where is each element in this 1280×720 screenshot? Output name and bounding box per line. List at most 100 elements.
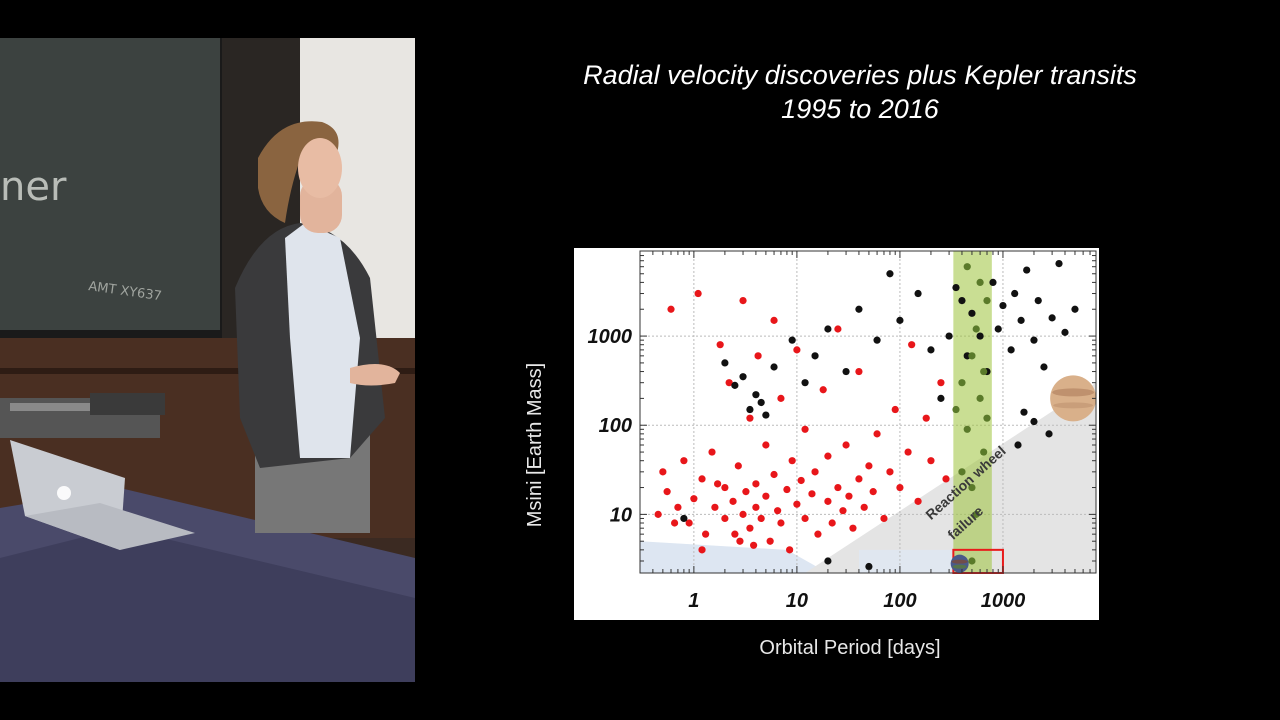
data-point: [845, 492, 853, 500]
data-point: [869, 488, 877, 496]
planet-body: [1050, 375, 1097, 422]
data-point: [757, 514, 765, 523]
slide-title-line-1: Radial velocity discoveries plus Kepler …: [583, 60, 1137, 90]
data-point: [801, 425, 809, 433]
plot-border: [639, 250, 1097, 574]
data-point: [1040, 363, 1048, 371]
y-axis-label: Msini [Earth Mass]: [524, 362, 546, 528]
data-point: [828, 519, 836, 527]
chalkboard: [0, 38, 220, 330]
data-point: [752, 480, 760, 488]
data-point: [886, 270, 894, 278]
data-point: [770, 363, 778, 371]
data-point: [834, 483, 842, 492]
data-point: [1017, 316, 1025, 324]
apple-logo-icon: [57, 486, 71, 500]
data-point: [880, 514, 888, 523]
data-point: [711, 503, 719, 511]
x-axis-label: Orbital Period [days]: [759, 637, 941, 659]
data-point: [801, 514, 809, 523]
data-point: [746, 405, 754, 414]
chalkboard-text: ner: [0, 164, 67, 210]
planet-band: [951, 559, 968, 564]
data-point: [855, 475, 863, 483]
planet-band: [1053, 402, 1094, 409]
data-point: [680, 457, 688, 465]
data-point: [824, 557, 832, 565]
data-point: [731, 381, 739, 389]
data-point: [685, 519, 693, 527]
data-point: [824, 325, 832, 333]
data-point: [786, 546, 794, 554]
kepler-region-lower: [858, 549, 954, 573]
data-point: [762, 441, 770, 449]
data-point: [762, 411, 770, 419]
data-point: [976, 394, 984, 402]
data-point: [1014, 441, 1022, 449]
data-point: [952, 283, 960, 292]
data-point: [1030, 417, 1038, 426]
data-point: [963, 263, 971, 271]
data-point: [1048, 314, 1056, 322]
data-point: [1007, 346, 1015, 354]
data-point: [976, 332, 984, 340]
earth-icon: [950, 554, 969, 573]
data-point: [734, 462, 742, 470]
data-point: [1030, 336, 1038, 344]
data-point: [976, 278, 984, 286]
data-point: [680, 514, 688, 523]
data-point: [742, 488, 750, 496]
data-point: [922, 414, 930, 422]
y-tick-label: 1000: [588, 326, 633, 348]
data-point: [739, 296, 747, 305]
data-point: [774, 507, 782, 515]
data-point: [721, 514, 729, 523]
data-point: [674, 503, 682, 511]
data-point: [797, 476, 805, 485]
data-point: [746, 524, 754, 532]
data-point: [849, 524, 857, 532]
data-point: [716, 341, 724, 349]
data-point: [891, 405, 899, 414]
data-point: [1071, 305, 1079, 313]
data-point: [942, 475, 950, 483]
data-point: [694, 289, 702, 298]
data-point: [927, 457, 935, 465]
x-tick-label: 10: [786, 590, 808, 612]
lecturer: [235, 121, 400, 533]
data-point: [914, 497, 922, 505]
data-point: [814, 530, 822, 538]
data-point: [752, 503, 760, 511]
data-point: [968, 557, 976, 565]
data-point: [698, 546, 706, 554]
data-point: [886, 468, 894, 476]
data-point: [783, 485, 791, 494]
data-point: [811, 352, 819, 360]
data-point: [659, 468, 667, 476]
data-point: [698, 475, 706, 483]
data-point: [708, 448, 716, 456]
data-point: [983, 296, 991, 305]
data-point: [752, 391, 760, 399]
data-point: [714, 480, 722, 488]
data-point: [757, 398, 765, 407]
data-point: [721, 483, 729, 492]
data-point: [908, 341, 916, 349]
data-point: [945, 332, 953, 340]
data-point: [654, 510, 662, 518]
data-point: [777, 394, 785, 402]
data-point: [788, 457, 796, 465]
data-point: [972, 325, 980, 333]
x-tick-label: 1000: [981, 590, 1026, 612]
y-tick-label: 100: [599, 415, 632, 437]
data-point: [937, 379, 945, 387]
data-point: [968, 483, 976, 492]
data-point: [750, 541, 758, 549]
scatter-chart: Reaction wheel failure 1 10 100 1000 10 100 100…: [574, 248, 1099, 620]
data-point: [873, 430, 881, 438]
planet-band: [952, 564, 967, 569]
y-tick-label: 10: [610, 504, 632, 526]
data-point: [999, 301, 1007, 310]
data-point: [667, 305, 675, 313]
data-point: [1023, 266, 1031, 274]
